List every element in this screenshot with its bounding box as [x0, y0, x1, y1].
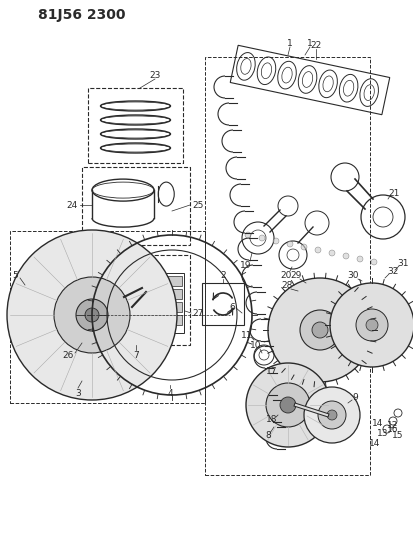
Circle shape	[259, 235, 265, 241]
Text: 1: 1	[287, 38, 293, 47]
Bar	[82, 255, 190, 345]
Circle shape	[304, 387, 360, 443]
Circle shape	[76, 299, 108, 331]
Text: 18: 18	[266, 416, 278, 424]
Text: 20: 20	[280, 271, 292, 279]
Circle shape	[54, 277, 130, 353]
Text: 21: 21	[388, 189, 400, 198]
Circle shape	[366, 319, 378, 331]
Text: 27: 27	[192, 309, 204, 318]
Text: 4: 4	[167, 389, 173, 398]
Bar	[230, 45, 390, 115]
Text: 5: 5	[12, 271, 18, 279]
Text: 19: 19	[240, 261, 252, 270]
Circle shape	[273, 238, 279, 244]
Text: 24: 24	[66, 200, 78, 209]
Text: 9: 9	[352, 393, 358, 402]
Text: 15: 15	[392, 431, 404, 440]
Circle shape	[318, 401, 346, 429]
Text: 3: 3	[75, 389, 81, 398]
Circle shape	[343, 253, 349, 259]
Bar	[164, 273, 184, 333]
Text: 7: 7	[133, 351, 139, 359]
Text: 25: 25	[192, 200, 204, 209]
Text: 29: 29	[290, 271, 301, 280]
Circle shape	[246, 363, 330, 447]
Text: 14: 14	[369, 439, 381, 448]
Text: 2: 2	[220, 271, 226, 279]
Circle shape	[329, 250, 335, 256]
Circle shape	[312, 322, 328, 338]
Text: 11: 11	[241, 330, 253, 340]
Text: 31: 31	[397, 259, 409, 268]
Circle shape	[301, 244, 307, 250]
Text: 14: 14	[372, 418, 384, 427]
Text: 30: 30	[347, 271, 359, 280]
Circle shape	[330, 283, 413, 367]
Circle shape	[280, 397, 296, 413]
Text: 17: 17	[266, 367, 278, 376]
Circle shape	[371, 259, 377, 265]
Text: 8: 8	[265, 432, 271, 440]
Text: 13: 13	[377, 429, 389, 438]
Text: 16: 16	[387, 425, 399, 434]
Circle shape	[300, 310, 340, 350]
Circle shape	[327, 410, 337, 420]
Circle shape	[356, 309, 388, 341]
Circle shape	[315, 247, 321, 253]
Text: 81J56 2300: 81J56 2300	[38, 8, 126, 22]
Bar	[202, 283, 244, 325]
Circle shape	[268, 278, 372, 382]
Text: 23: 23	[150, 70, 161, 79]
Circle shape	[357, 256, 363, 262]
Text: 26: 26	[62, 351, 74, 359]
Bar	[205, 57, 370, 475]
Text: 22: 22	[311, 41, 322, 50]
Circle shape	[266, 383, 310, 427]
Text: 6: 6	[229, 303, 235, 312]
Circle shape	[85, 308, 99, 322]
Text: 32: 32	[387, 266, 399, 276]
Circle shape	[287, 241, 293, 247]
Text: 12: 12	[387, 421, 399, 430]
Bar	[166, 289, 182, 299]
Text: 10: 10	[250, 342, 262, 351]
Bar	[166, 302, 182, 312]
Bar	[10, 231, 205, 403]
Bar	[166, 315, 182, 325]
Circle shape	[245, 232, 251, 238]
Bar	[82, 167, 190, 245]
Bar	[88, 88, 183, 163]
Text: 28: 28	[281, 281, 293, 290]
Circle shape	[7, 230, 177, 400]
Bar	[166, 276, 182, 286]
Text: 1: 1	[307, 38, 313, 47]
